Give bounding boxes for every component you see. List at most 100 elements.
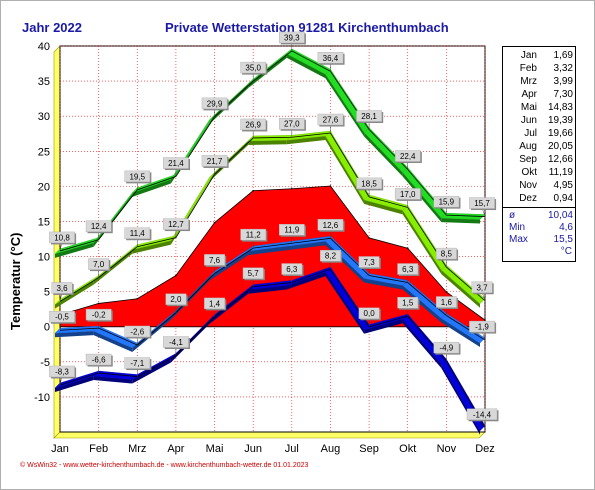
mean-point (406, 247, 409, 249)
abs-min-data-label: 6,3 (281, 263, 304, 283)
avg-max-label-text: 8,5 (441, 250, 453, 259)
panel-stat-key: ø (509, 210, 516, 221)
avg-max-label-box (471, 281, 493, 293)
abs-min-label-text: 1,4 (209, 299, 221, 308)
y-tick-label: 20 (38, 181, 50, 193)
y-tick-label: -5 (40, 357, 50, 369)
abs-min-label-box (358, 307, 380, 319)
avg-min-label-text: -1,9 (475, 323, 489, 332)
abs-min-label-text: 6,3 (286, 265, 298, 274)
abs-min-data-label: -6,6 (85, 353, 113, 374)
avg-max-label-text: 7,0 (93, 260, 105, 269)
panel-month-row: Feb 3,32 (505, 62, 573, 75)
avg-min-ribbon-side (93, 331, 133, 352)
abs-max-data-label: 21,4 (163, 157, 191, 177)
avg-max-data-label: 27,0 (279, 118, 306, 138)
abs-max-ribbon-side (132, 179, 171, 197)
panel-month-name: Mrz (520, 76, 537, 87)
abs-min-data-label: 8,2 (320, 249, 343, 270)
avg-min-ribbon-side (55, 331, 94, 338)
avg-min-data-label: -2,6 (124, 325, 152, 345)
avg-min-ribbon-side (364, 278, 403, 290)
avg-min-label-box (397, 263, 419, 275)
abs-min-data-label: 5,7 (242, 267, 265, 287)
monthly-mean-list: Jan 1,69 Feb 3,32 Mrz 3,99 Apr 7,30 Mai 14,83 Jun 1… (503, 47, 575, 207)
abs-max-ribbon-side (286, 53, 326, 79)
avg-max-label-text: 18,5 (361, 179, 377, 188)
abs-min-label-box (85, 353, 112, 366)
abs-min-label-box (163, 336, 189, 348)
y-tick-label: 5 (44, 287, 50, 299)
y-tick-label: 35 (38, 76, 50, 88)
abs-min-label-box (433, 341, 460, 354)
avg-min-data-label: 12,6 (317, 219, 345, 239)
avg-max-data-label: 18,5 (356, 177, 384, 197)
avg-max-ribbon-side (55, 280, 94, 309)
panel-month-row: Jan 1,69 (505, 49, 573, 62)
avg-max-label-text: 21,7 (207, 157, 223, 166)
panel-month-name: Apr (521, 89, 537, 100)
abs-min-label-box (397, 297, 419, 309)
avg-min-label-text: -0,5 (55, 313, 69, 322)
abs-max-label-text: 21,4 (168, 159, 184, 168)
abs-min-label-box (242, 267, 264, 279)
avg-min-label-text: -0,2 (92, 311, 106, 320)
abs-max-data-label: 36,4 (317, 52, 345, 72)
x-tick-label: Mai (206, 443, 224, 455)
avg-max-ribbon-side (132, 240, 171, 254)
panel-month-row: Aug 20,05 (505, 140, 573, 153)
abs-max-label-text: 28,1 (361, 112, 377, 121)
avg-max-label-box (163, 218, 189, 230)
abs-min-label-text: 0,0 (364, 309, 376, 318)
abs-min-label-text: -4,9 (439, 344, 453, 353)
avg-max-data-label: 26,9 (240, 118, 268, 138)
panel-month-name: Jul (524, 128, 537, 139)
avg-max-ribbon-side (402, 210, 442, 275)
avg-min-data-label: 7,3 (358, 256, 381, 276)
mean-point (445, 291, 448, 293)
panel-stat-row: Max 15,5 (505, 234, 573, 246)
avg-min-data-label: 6,3 (397, 263, 420, 283)
avg-min-label-box (124, 325, 151, 338)
panel-month-value: 4,95 (553, 180, 573, 191)
avg-min-label-text: 11,9 (284, 226, 300, 235)
abs-min-label-text: -6,6 (92, 356, 106, 365)
abs-min-label-box (49, 365, 75, 378)
panel-stat-row: ø 10,04 (505, 210, 573, 222)
abs-max-label-text: 10,8 (54, 233, 70, 242)
abs-min-label-box (204, 297, 225, 310)
avg-max-ribbon-side (325, 136, 365, 204)
abs-min-ribbon-side (402, 319, 442, 369)
panel-month-row: Dez 0,94 (505, 192, 573, 205)
abs-max-ribbon-side (55, 242, 94, 258)
mean-point (329, 185, 332, 187)
abs-min-label-box (320, 249, 341, 262)
avg-min-data-label: -0,2 (85, 308, 113, 329)
mean-point (175, 274, 177, 277)
y-tick-label: -10 (34, 392, 50, 404)
y-tick-label: 25 (38, 146, 50, 158)
avg-min-ribbon-side (209, 251, 249, 281)
avg-max-data-label: 8,5 (435, 247, 459, 268)
avg-max-label-box (394, 188, 421, 200)
panel-month-row: Mrz 3,99 (505, 75, 573, 88)
avg-max-label-box (51, 282, 73, 294)
avg-max-data-label: 3,7 (471, 281, 494, 301)
avg-max-label-text: 11,4 (130, 229, 146, 238)
y-tick-label: 30 (38, 111, 50, 123)
avg-min-label-box (204, 254, 225, 266)
x-tick-label: Dez (475, 443, 495, 455)
abs-max-label-text: 36,4 (323, 54, 339, 63)
y-tick-label: 40 (38, 41, 50, 53)
avg-max-data-label: 21,7 (201, 155, 229, 175)
abs-min-data-label: -14,4 (466, 408, 499, 428)
abs-min-data-label: -8,3 (49, 365, 77, 386)
avg-min-ribbon-side (286, 241, 326, 251)
panel-stat-key: Min (509, 222, 526, 233)
x-tick-label: Aug (321, 443, 341, 455)
avg-min-label-box (165, 293, 187, 305)
y-tick-label: 0 (44, 322, 50, 334)
abs-max-ribbon-side (402, 172, 442, 223)
avg-min-data-label: 1,6 (435, 296, 459, 316)
